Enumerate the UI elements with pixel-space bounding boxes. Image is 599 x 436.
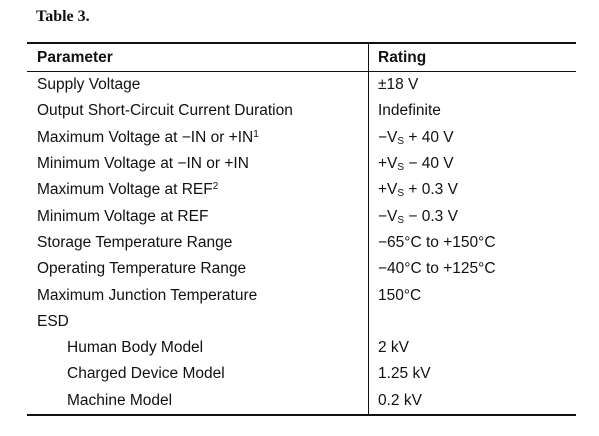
parameter: Minimum Voltage at −IN or +IN xyxy=(37,155,249,173)
text-segment: −V xyxy=(378,207,398,225)
rating-cell: −VS + 40 V xyxy=(369,129,454,147)
cell-text: +VS + 0.3 V xyxy=(378,181,458,200)
text-segment: Maximum Voltage at −IN or +IN xyxy=(37,128,254,146)
table-row: Maximum Voltage at −IN or +IN1 −VS + 40 V xyxy=(27,124,576,151)
table-row: Operating Temperature Range −40°C to +125… xyxy=(27,256,576,283)
parameter: Minimum Voltage at REF xyxy=(37,207,209,225)
text-segment: + 0.3 V xyxy=(404,181,458,199)
parameter: Storage Temperature Range xyxy=(37,233,233,251)
text-segment: +V xyxy=(378,181,398,199)
rating-cell: 1.25 kV xyxy=(378,365,431,383)
cell-text: +VS − 40 V xyxy=(378,155,454,174)
table-row: Minimum Voltage at REF −VS − 0.3 V xyxy=(27,203,576,230)
parameter-cell: ESD xyxy=(27,308,369,335)
rating-cell: −VS − 0.3 V xyxy=(369,208,458,226)
parameter-cell: Minimum Voltage at REF xyxy=(27,203,369,230)
table-row: Maximum Junction Temperature 150°C xyxy=(27,282,576,309)
text-segment: + 40 V xyxy=(404,128,454,146)
table-title: Table 3. xyxy=(36,8,90,25)
subscript: S xyxy=(397,162,405,174)
table-row: Output Short-Circuit Current Duration Ind… xyxy=(27,98,576,125)
superscript: 1 xyxy=(253,128,259,140)
cell-text: Maximum Voltage at REF2 xyxy=(37,181,218,198)
text-segment: +V xyxy=(378,155,398,173)
parameter: Human Body Model xyxy=(67,339,204,357)
parameter-cell: Supply Voltage xyxy=(27,72,369,99)
subscript: S xyxy=(397,188,405,200)
parameter-cell: Storage Temperature Range xyxy=(27,229,369,257)
header-row: Parameter Rating xyxy=(27,44,576,72)
table-row: Storage Temperature Range −65°C to +150°C xyxy=(27,229,576,257)
parameter: ESD xyxy=(37,312,69,330)
subscript: S xyxy=(397,135,405,147)
parameter-cell: Maximum Junction Temperature xyxy=(27,282,369,309)
table: Parameter Rating Supply Voltage ±18 V Outp… xyxy=(27,42,576,416)
rating-cell: 0.2 kV xyxy=(378,391,422,409)
table-row: Charged Device Model 1.25 kV xyxy=(27,361,576,388)
parameter-cell: Charged Device Model xyxy=(27,361,369,388)
table-row: Machine Model 0.2 kV xyxy=(27,387,576,414)
table-row: Minimum Voltage at −IN or +IN +VS − 40 V xyxy=(27,150,576,178)
rating-cell: −40°C to +125°C xyxy=(378,260,496,278)
cell-text: Maximum Voltage at −IN or +IN1 xyxy=(37,129,259,146)
parameter: Maximum Voltage at REF2 xyxy=(37,181,218,199)
rating-cell: Indefinite xyxy=(378,102,441,120)
parameter-cell: Machine Model xyxy=(27,387,369,414)
table-row: Human Body Model 2 kV xyxy=(27,334,576,362)
table-row: Maximum Voltage at REF2 +VS + 0.3 V xyxy=(27,177,576,204)
rating-cell: +VS − 40 V xyxy=(369,155,454,173)
rating-cell: −65°C to +150°C xyxy=(378,233,496,251)
parameter: Output Short-Circuit Current Duration xyxy=(37,102,293,120)
text-segment: − 0.3 V xyxy=(404,207,458,225)
parameter-cell: Output Short-Circuit Current Duration xyxy=(27,98,369,125)
parameter-cell: Maximum Voltage at −IN or +IN1 xyxy=(27,124,369,151)
parameter: Operating Temperature Range xyxy=(37,260,247,278)
header-cell: Parameter xyxy=(27,44,369,71)
cell-text: −VS − 0.3 V xyxy=(378,207,458,226)
parameter-cell: Operating Temperature Range xyxy=(27,256,369,283)
parameter: Maximum Junction Temperature xyxy=(37,286,258,304)
text-segment: − 40 V xyxy=(404,155,454,173)
rating-cell: 150°C xyxy=(378,286,422,304)
rating-cell: ±18 V xyxy=(378,76,419,94)
parameter: Machine Model xyxy=(67,391,173,409)
superscript: 2 xyxy=(212,181,219,193)
text-segment: −V xyxy=(378,128,398,146)
rating-cell: +VS + 0.3 V xyxy=(369,181,458,199)
table-row: ESD xyxy=(27,308,576,335)
parameter-cell: Human Body Model xyxy=(27,334,369,362)
parameter: Maximum Voltage at −IN or +IN1 xyxy=(37,129,259,147)
text-segment: Maximum Voltage at REF xyxy=(37,181,213,199)
rating-cell: 2 kV xyxy=(378,339,410,357)
parameter: Supply Voltage xyxy=(37,76,141,94)
table-row: Supply Voltage ±18 V xyxy=(27,72,576,99)
parameter: Charged Device Model xyxy=(67,365,225,383)
header-cell: Rating xyxy=(378,48,427,66)
cell-text: −VS + 40 V xyxy=(378,128,454,147)
parameter-cell: Minimum Voltage at −IN or +IN xyxy=(27,150,369,178)
parameter-cell: Maximum Voltage at REF2 xyxy=(27,177,369,204)
subscript: S xyxy=(397,214,405,226)
